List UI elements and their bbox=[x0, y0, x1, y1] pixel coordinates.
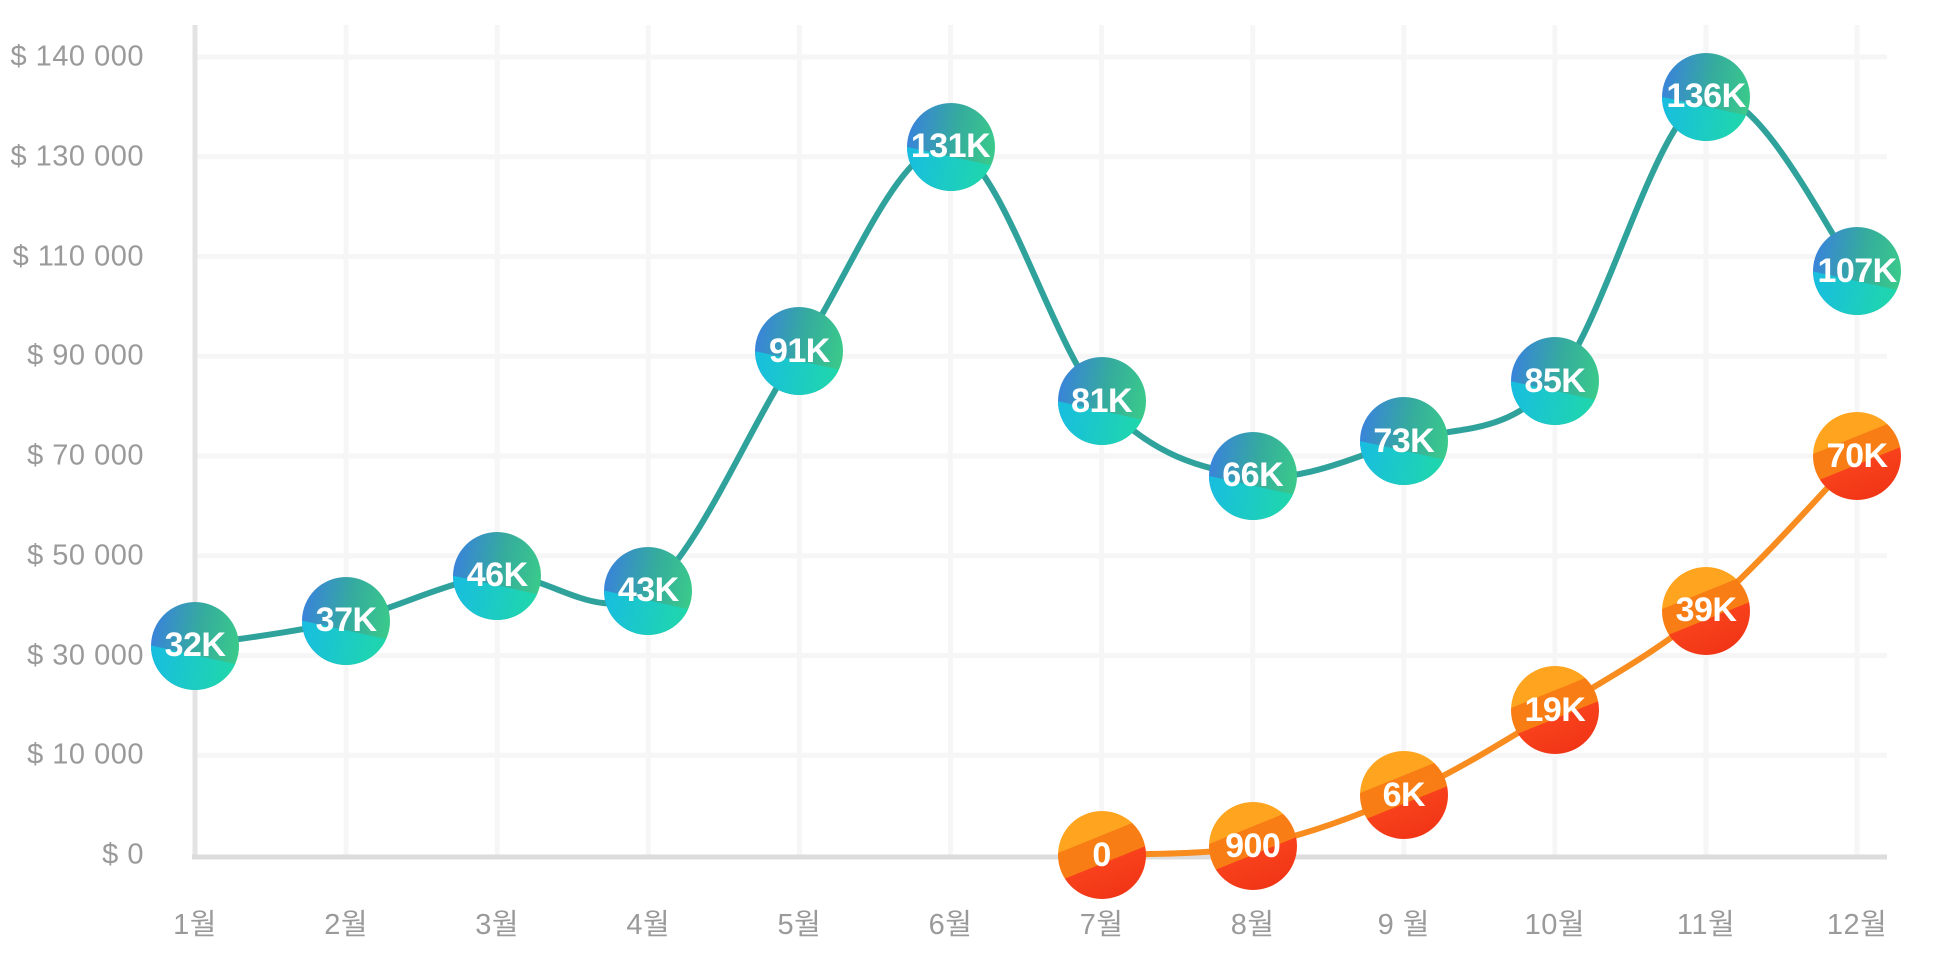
data-point-value-label: 85K bbox=[1524, 361, 1586, 400]
x-axis-tick-label: 10월 bbox=[1524, 909, 1586, 941]
y-axis-tick-label: $ 140 000 bbox=[10, 40, 144, 73]
teal-series-data-point: 136K bbox=[1662, 52, 1750, 141]
data-point-value-label: 39K bbox=[1675, 591, 1737, 630]
data-point-value-label: 91K bbox=[768, 331, 830, 370]
data-point-value-label: 70K bbox=[1826, 436, 1888, 475]
orange-series-data-point: 6K bbox=[1359, 751, 1448, 840]
teal-series-data-point: 91K bbox=[755, 307, 844, 396]
teal-series-data-point: 85K bbox=[1510, 337, 1599, 426]
x-axis-tick-label: 9 월 bbox=[1377, 909, 1430, 941]
y-axis-tick-label: $ 10 000 bbox=[27, 738, 144, 771]
orange-series-data-point: 39K bbox=[1662, 566, 1750, 655]
data-point-value-label: 107K bbox=[1817, 251, 1897, 290]
y-axis-tick-label: $ 110 000 bbox=[12, 240, 144, 272]
y-axis-tick-label: $ 0 bbox=[102, 838, 144, 871]
teal-series-data-point: 73K bbox=[1359, 397, 1448, 486]
x-axis-tick-label: 5월 bbox=[777, 909, 822, 941]
teal-series-data-point: 81K bbox=[1057, 357, 1146, 446]
y-axis-tick-label: $ 130 000 bbox=[10, 140, 144, 173]
teal-series-data-point: 32K bbox=[151, 601, 239, 690]
x-axis-tick-label: 4월 bbox=[626, 909, 671, 941]
x-axis-tick-label: 8월 bbox=[1230, 909, 1275, 941]
teal-series-data-point: 46K bbox=[453, 531, 542, 620]
x-axis-tick-label: 3월 bbox=[475, 909, 520, 941]
data-point-value-label: 66K bbox=[1222, 456, 1284, 495]
orange-series-data-point: 900 bbox=[1208, 802, 1297, 891]
data-point-value-label: 6K bbox=[1382, 775, 1426, 814]
data-point-value-label: 131K bbox=[910, 127, 991, 166]
orange-series-data-point: 70K bbox=[1813, 412, 1902, 500]
teal-series-data-point: 66K bbox=[1208, 431, 1297, 520]
orange-series-data-point: 0 bbox=[1057, 811, 1146, 899]
teal-series-data-point: 131K bbox=[906, 102, 995, 191]
x-axis-tick-label: 1월 bbox=[173, 909, 217, 941]
x-axis-tick-label: 6월 bbox=[928, 909, 973, 941]
x-axis-tick-label: 12월 bbox=[1826, 909, 1888, 941]
y-axis-tick-label: $ 90 000 bbox=[27, 339, 144, 372]
x-axis-tick-label: 7월 bbox=[1079, 909, 1124, 941]
x-axis-tick-label: 2월 bbox=[324, 909, 368, 941]
data-point-value-label: 37K bbox=[315, 601, 377, 640]
teal-series-data-point: 37K bbox=[302, 576, 391, 665]
x-axis-tick-label: 11월 bbox=[1676, 909, 1736, 941]
data-point-value-label: 0 bbox=[1092, 835, 1111, 874]
y-axis-tick-label: $ 50 000 bbox=[27, 539, 144, 572]
y-axis-tick-label: $ 30 000 bbox=[27, 639, 144, 671]
teal-series-line bbox=[192, 92, 1861, 649]
data-point-value-label: 32K bbox=[164, 626, 226, 665]
data-point-value-label: 81K bbox=[1071, 381, 1133, 420]
data-point-value-label: 900 bbox=[1225, 826, 1281, 865]
data-point-value-label: 19K bbox=[1524, 690, 1586, 729]
teal-series-data-point: 43K bbox=[604, 546, 693, 635]
y-axis-tick-label: $ 70 000 bbox=[27, 439, 144, 472]
orange-series-data-point: 19K bbox=[1510, 666, 1599, 755]
data-point-value-label: 43K bbox=[617, 571, 679, 610]
data-point-value-label: 136K bbox=[1666, 77, 1746, 116]
data-point-value-label: 73K bbox=[1373, 421, 1435, 460]
teal-series-data-point: 107K bbox=[1813, 227, 1902, 316]
data-point-value-label: 46K bbox=[466, 556, 528, 595]
